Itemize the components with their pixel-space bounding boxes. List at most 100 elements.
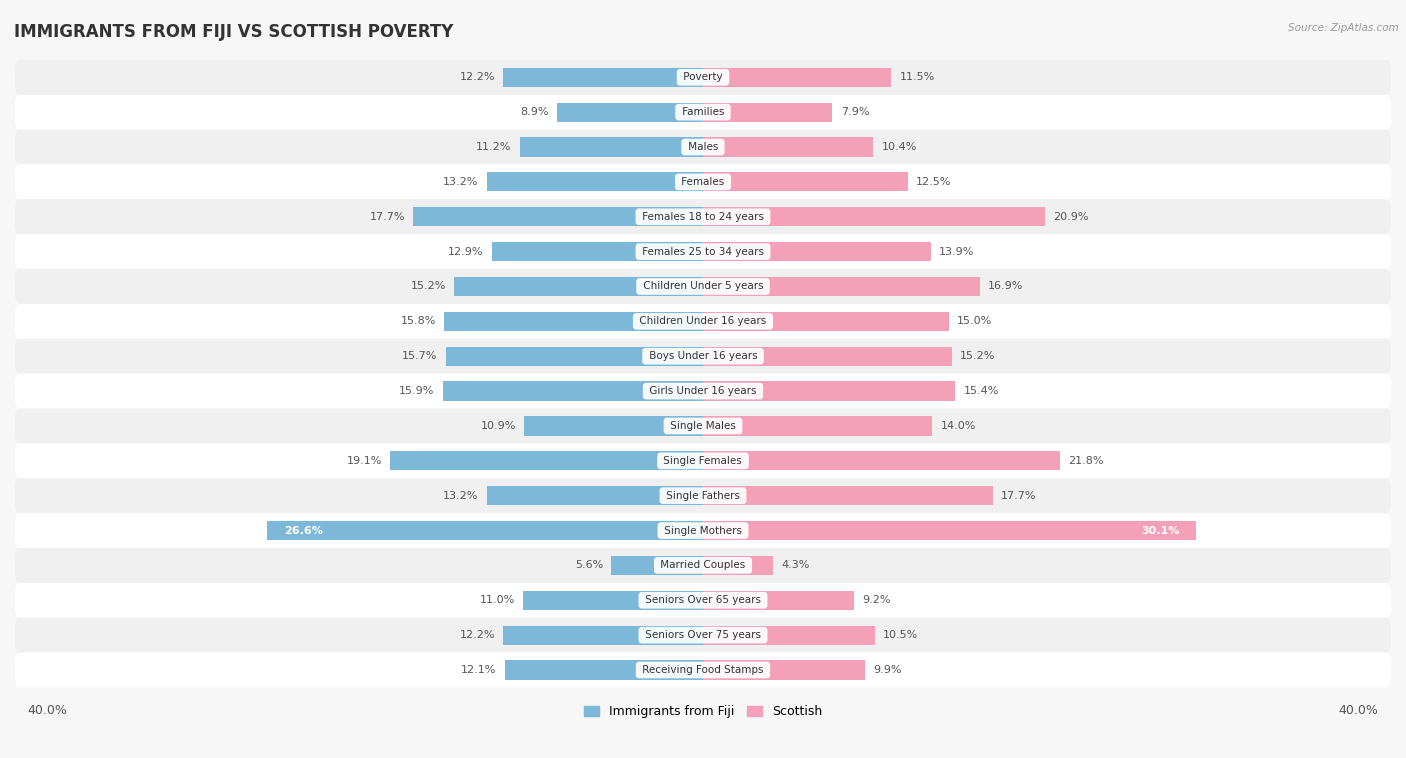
Text: Source: ZipAtlas.com: Source: ZipAtlas.com [1288,23,1399,33]
FancyBboxPatch shape [15,653,1391,688]
FancyBboxPatch shape [15,339,1391,374]
Text: 30.1%: 30.1% [1142,525,1180,536]
Text: 12.5%: 12.5% [915,177,952,187]
Bar [503,625,703,645]
Text: 11.5%: 11.5% [900,72,935,83]
Text: Boys Under 16 years: Boys Under 16 years [645,351,761,362]
Bar [703,381,955,401]
Bar [505,660,703,680]
Text: Females 18 to 24 years: Females 18 to 24 years [638,211,768,222]
Text: 17.7%: 17.7% [1001,490,1036,501]
Text: 5.6%: 5.6% [575,560,603,571]
Text: 10.9%: 10.9% [481,421,516,431]
FancyBboxPatch shape [15,374,1391,409]
Text: 21.8%: 21.8% [1069,456,1104,466]
Text: 15.4%: 15.4% [963,386,998,396]
Text: IMMIGRANTS FROM FIJI VS SCOTTISH POVERTY: IMMIGRANTS FROM FIJI VS SCOTTISH POVERTY [14,23,453,41]
Text: 12.9%: 12.9% [449,246,484,257]
Text: Families: Families [679,107,727,117]
Text: 7.9%: 7.9% [841,107,869,117]
FancyBboxPatch shape [15,234,1391,269]
Text: Children Under 5 years: Children Under 5 years [640,281,766,292]
FancyBboxPatch shape [15,269,1391,304]
FancyBboxPatch shape [15,618,1391,653]
Bar [703,521,1197,540]
Bar [703,346,952,366]
Bar [454,277,703,296]
Bar [703,312,949,331]
Text: 11.0%: 11.0% [479,595,515,606]
Text: Females: Females [678,177,728,187]
Bar [703,416,932,436]
Bar [413,207,703,227]
Text: Married Couples: Married Couples [657,560,749,571]
FancyBboxPatch shape [15,304,1391,339]
Text: 15.0%: 15.0% [957,316,993,327]
Text: 15.8%: 15.8% [401,316,436,327]
Bar [267,521,703,540]
Text: 12.1%: 12.1% [461,665,496,675]
Bar [524,416,703,436]
Text: Single Females: Single Females [661,456,745,466]
Text: 15.2%: 15.2% [960,351,995,362]
Text: Children Under 16 years: Children Under 16 years [637,316,769,327]
FancyBboxPatch shape [15,548,1391,583]
Text: 26.6%: 26.6% [284,525,322,536]
FancyBboxPatch shape [15,60,1391,95]
Text: 13.9%: 13.9% [939,246,974,257]
Text: Single Males: Single Males [666,421,740,431]
Bar [703,556,773,575]
Bar [446,346,703,366]
Bar [703,102,832,122]
Legend: Immigrants from Fiji, Scottish: Immigrants from Fiji, Scottish [579,700,827,723]
Text: Single Mothers: Single Mothers [661,525,745,536]
Bar [703,67,891,87]
FancyBboxPatch shape [15,164,1391,199]
Bar [503,67,703,87]
Bar [703,486,993,506]
Text: 14.0%: 14.0% [941,421,976,431]
FancyBboxPatch shape [15,443,1391,478]
FancyBboxPatch shape [15,130,1391,164]
Text: Males: Males [685,142,721,152]
Text: 20.9%: 20.9% [1053,211,1090,222]
Text: 8.9%: 8.9% [520,107,548,117]
Bar [703,451,1060,471]
Bar [703,242,931,262]
Text: 13.2%: 13.2% [443,490,478,501]
Text: 10.5%: 10.5% [883,630,918,641]
Text: 9.2%: 9.2% [862,595,890,606]
Bar [703,660,865,680]
Text: Seniors Over 75 years: Seniors Over 75 years [643,630,763,641]
Bar [389,451,703,471]
Bar [703,625,875,645]
Text: Single Fathers: Single Fathers [662,490,744,501]
FancyBboxPatch shape [15,478,1391,513]
Bar [486,172,703,192]
Text: 15.7%: 15.7% [402,351,437,362]
Text: 16.9%: 16.9% [988,281,1024,292]
Text: 9.9%: 9.9% [873,665,901,675]
Bar [523,590,703,610]
Text: 11.2%: 11.2% [477,142,512,152]
FancyBboxPatch shape [15,583,1391,618]
Text: Females 25 to 34 years: Females 25 to 34 years [638,246,768,257]
Bar [703,137,873,157]
Text: 4.3%: 4.3% [782,560,810,571]
Text: 17.7%: 17.7% [370,211,405,222]
Bar [520,137,703,157]
Bar [703,277,980,296]
Text: 10.4%: 10.4% [882,142,917,152]
Bar [443,381,703,401]
Bar [492,242,703,262]
Text: 12.2%: 12.2% [460,630,495,641]
Text: 15.2%: 15.2% [411,281,446,292]
Bar [703,590,853,610]
FancyBboxPatch shape [15,513,1391,548]
Text: Poverty: Poverty [681,72,725,83]
Bar [703,207,1046,227]
FancyBboxPatch shape [15,199,1391,234]
Text: 15.9%: 15.9% [399,386,434,396]
Text: Seniors Over 65 years: Seniors Over 65 years [643,595,763,606]
Bar [703,172,908,192]
